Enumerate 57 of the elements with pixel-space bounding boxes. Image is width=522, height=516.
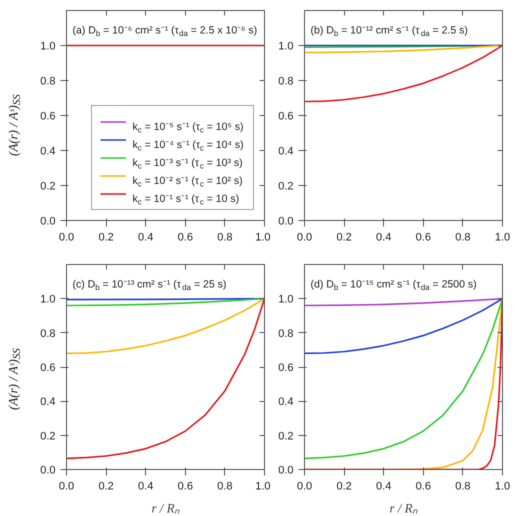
y-tick-label: 0.2 — [40, 180, 56, 192]
line-series — [66, 298, 264, 354]
x-tick-label: 0.2 — [336, 480, 352, 492]
x-tick-label: 0.4 — [376, 232, 392, 244]
y-tick-label: 0.4 — [40, 146, 56, 158]
y-tick-label: 0.2 — [278, 180, 294, 192]
x-tick-label: 0.6 — [178, 232, 193, 244]
y-tick-label: 1.0 — [278, 294, 294, 306]
x-axis-title: r / Rₙ — [151, 500, 181, 516]
y-tick-label: 0.8 — [278, 76, 294, 88]
x-tick-label: 0.4 — [376, 480, 392, 492]
y-tick-label: 0.6 — [40, 110, 56, 122]
y-tick-label: 0.6 — [40, 362, 56, 374]
x-tick-label: 0.8 — [455, 480, 471, 492]
x-tick-label: 1.0 — [494, 480, 510, 492]
y-tick-label: 0.2 — [278, 430, 294, 442]
x-tick-label: 1.0 — [255, 232, 271, 244]
y-tick-label: 0.0 — [40, 464, 56, 476]
line-series — [304, 44, 502, 54]
x-tick-label: 0.0 — [296, 480, 312, 492]
y-tick-label: 0.4 — [278, 146, 294, 158]
y-tick-label: 0.8 — [40, 76, 56, 88]
x-tick-label: 0.6 — [416, 480, 431, 492]
y-tick-label: 1.0 — [278, 40, 294, 52]
x-tick-label: 0.0 — [58, 480, 74, 492]
y-tick-label: 1.0 — [40, 40, 56, 52]
x-tick-label: 0.8 — [217, 480, 233, 492]
line-series — [66, 298, 264, 460]
y-tick-label: 0.6 — [278, 362, 294, 374]
line-series — [304, 298, 502, 306]
y-tick-label: 0.0 — [278, 216, 294, 228]
line-series — [304, 44, 502, 102]
y-tick-label: 1.0 — [40, 294, 56, 306]
line-series — [304, 298, 502, 354]
x-tick-label: 1.0 — [494, 232, 510, 244]
y-tick-label: 0.2 — [40, 430, 56, 442]
y-tick-label: 0.8 — [40, 328, 56, 340]
x-tick-label: 0.4 — [138, 480, 154, 492]
y-tick-label: 0.4 — [278, 396, 294, 408]
x-tick-label: 0.4 — [138, 232, 154, 244]
x-tick-label: 0.6 — [178, 480, 193, 492]
x-tick-label: 0.2 — [336, 232, 352, 244]
y-tick-label: 0.0 — [278, 464, 294, 476]
y-tick-label: 0.6 — [278, 110, 294, 122]
x-tick-label: 0.0 — [296, 232, 312, 244]
x-axis-title: r / Rₙ — [389, 500, 419, 516]
x-tick-label: 1.0 — [255, 480, 271, 492]
line-series — [66, 298, 264, 306]
y-tick-label: 0.8 — [278, 328, 294, 340]
x-tick-label: 0.2 — [98, 480, 114, 492]
y-tick-label: 0.0 — [40, 216, 56, 228]
x-tick-label: 0.6 — [416, 232, 431, 244]
x-tick-label: 0.8 — [217, 232, 233, 244]
x-tick-label: 0.2 — [98, 232, 114, 244]
y-tick-label: 0.4 — [40, 396, 56, 408]
x-tick-label: 0.0 — [58, 232, 74, 244]
x-tick-label: 0.8 — [455, 232, 471, 244]
